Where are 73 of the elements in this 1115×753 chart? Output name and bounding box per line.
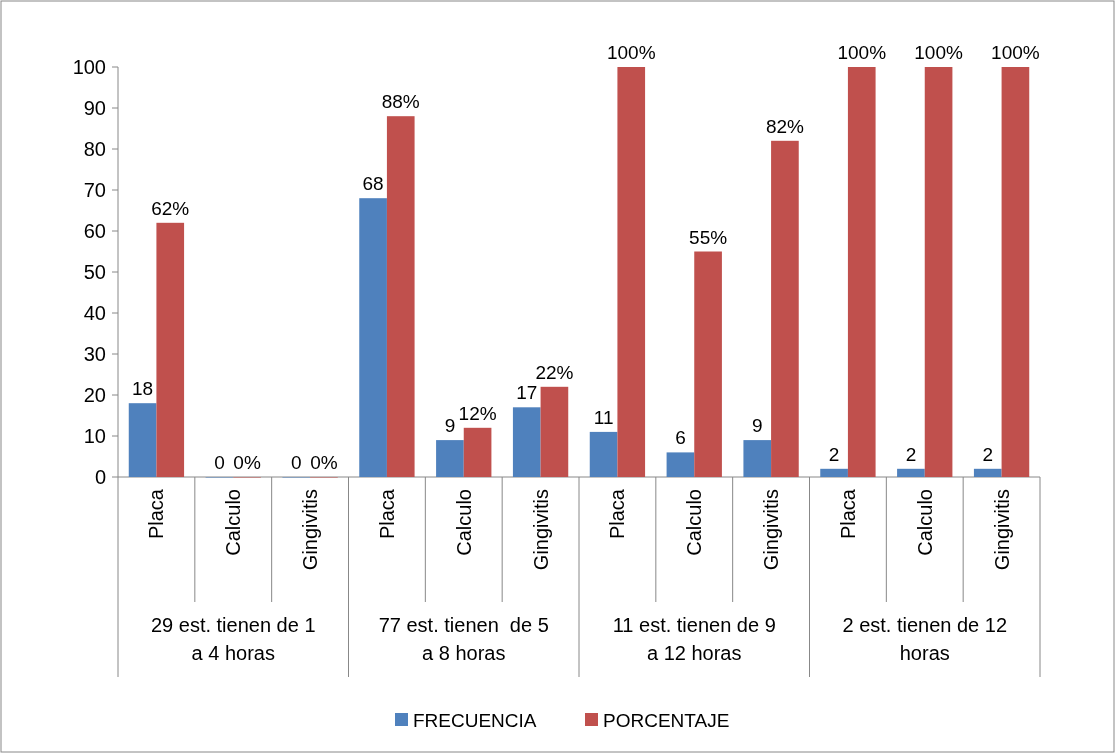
text: 2 est. tienen de 12 horas [842, 614, 1008, 664]
bar [694, 251, 722, 477]
bar [128, 403, 157, 477]
y-tick-label: 40 [83, 302, 106, 324]
data-label: 2 [828, 443, 840, 465]
data-label: 0% [233, 452, 261, 473]
data-label: 0 [214, 452, 225, 473]
y-tick-label: 80 [83, 138, 106, 160]
y-tick-label: 30 [83, 343, 106, 365]
bar [617, 67, 646, 477]
x-tick-label: Placa [836, 488, 859, 540]
x-tick-label: Calculo [452, 489, 475, 556]
data-label: 100% [914, 42, 963, 63]
y-tick-label: 0 [94, 466, 106, 488]
data-label: 22% [535, 361, 574, 383]
data-label: 11 [593, 406, 614, 428]
bar [540, 386, 569, 477]
text: 29 est. tienen de 1 a 4 horas [150, 614, 316, 664]
data-label: 0 [290, 452, 302, 473]
bar [156, 222, 185, 477]
y-tick-label: 90 [83, 97, 106, 119]
x-tick-label: Gingivitis [529, 489, 552, 571]
y-tick-label: 10 [83, 425, 106, 447]
x-tick-label: Calculo [913, 489, 936, 556]
data-label: 68 [362, 173, 384, 195]
bar [973, 468, 1002, 477]
data-label: 55% [689, 226, 728, 248]
bar [1001, 67, 1030, 477]
legend-label: FRECUENCIA [413, 709, 537, 731]
bar [847, 67, 876, 477]
data-label: 100% [606, 42, 656, 63]
bar [820, 468, 848, 477]
x-tick-label: Placa [145, 488, 168, 540]
legend-label: PORCENTAJE [603, 709, 730, 731]
bar [463, 427, 492, 477]
data-label: 17 [516, 382, 538, 404]
bar [897, 468, 925, 477]
x-tick-label: Placa [606, 488, 629, 540]
data-label: 18 [132, 378, 154, 400]
data-label: 6 [675, 427, 686, 449]
data-label: 100% [837, 42, 887, 63]
bar [771, 140, 799, 477]
data-label: 0% [310, 452, 338, 473]
data-label: 9 [444, 415, 456, 437]
bar [743, 440, 772, 477]
data-label: 88% [381, 91, 420, 113]
data-label: 9 [751, 415, 763, 437]
x-tick-label: Placa [375, 488, 398, 540]
data-label: 82% [765, 115, 805, 137]
y-tick-label: 50 [83, 261, 106, 283]
data-label: 100% [991, 42, 1040, 63]
x-tick-label: Gingivitis [760, 489, 783, 571]
bar [436, 440, 464, 477]
text: 77 est. tienen de 5 a 8 horas [378, 614, 549, 664]
y-tick-label: 20 [83, 384, 106, 406]
bar [359, 198, 387, 477]
data-label: 2 [905, 443, 917, 465]
y-tick-label: 60 [83, 220, 106, 242]
y-tick-label: 100 [72, 56, 106, 78]
data-label: 2 [982, 443, 994, 465]
bar [589, 431, 618, 477]
bar [386, 116, 415, 477]
bar [512, 407, 541, 477]
bar [666, 452, 695, 477]
x-tick-label: Gingivitis [299, 489, 322, 571]
y-tick-label: 70 [83, 179, 106, 201]
text: 11 est. tienen de 9 a 12 horas [612, 614, 776, 664]
data-label: 12% [458, 402, 497, 424]
bar [924, 67, 953, 477]
x-tick-label: Calculo [222, 489, 245, 556]
data-label: 62% [151, 197, 190, 219]
x-tick-label: Calculo [683, 489, 706, 556]
x-tick-label: Gingivitis [990, 489, 1013, 571]
